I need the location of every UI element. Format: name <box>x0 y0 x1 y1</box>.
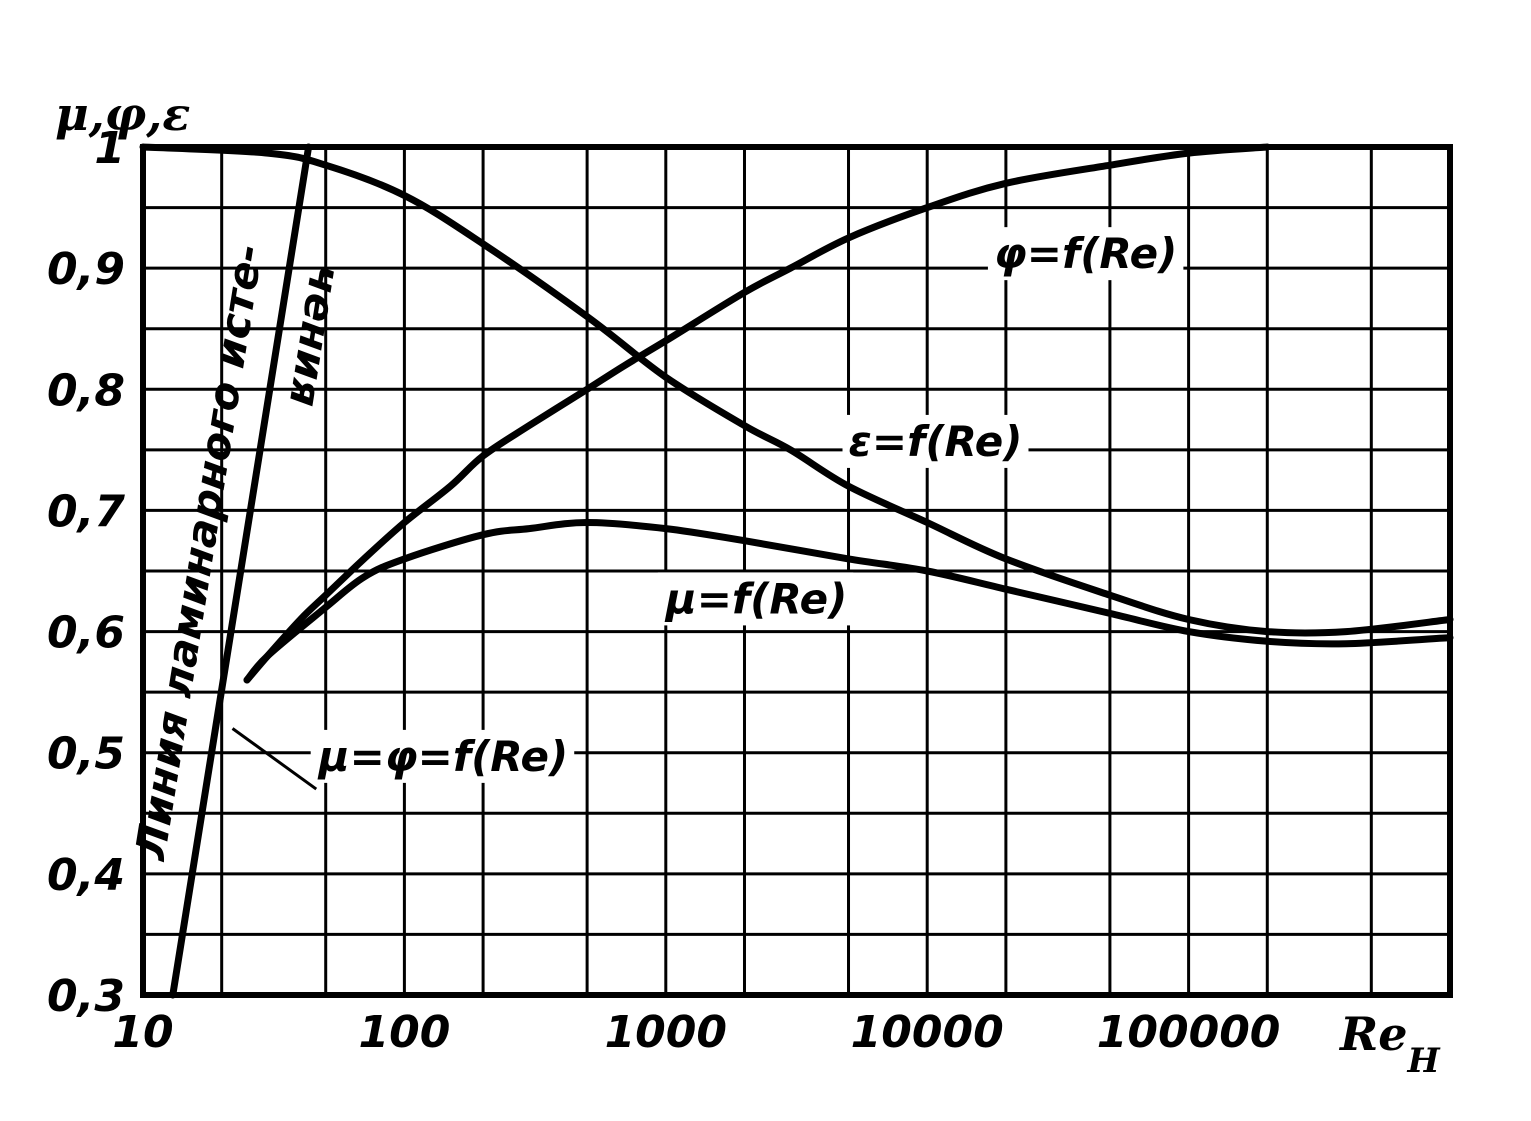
laminar-boundary-line <box>169 143 313 999</box>
x-tick-label: 1000 <box>605 1007 727 1058</box>
x-axis-title: ReH <box>1338 1007 1442 1081</box>
curve-annotation: φ=f(Re) <box>994 229 1177 278</box>
series-line <box>139 143 1454 637</box>
x-tick-label: 100 <box>358 1007 450 1058</box>
y-tick-label: 0,3 <box>47 971 125 1022</box>
x-axis-title-subscript: H <box>1407 1041 1442 1081</box>
curve-annotation: μ=f(Re) <box>664 574 848 623</box>
x-axis-title-main: Re <box>1338 1007 1408 1061</box>
y-axis-title: μ,φ,ε <box>55 87 190 141</box>
y-tick-label: 0,6 <box>47 608 125 659</box>
curve-annotation: ε=f(Re) <box>849 417 1023 466</box>
plot-frame <box>140 144 1453 998</box>
x-tick-label: 100000 <box>1097 1007 1281 1058</box>
annotation-leader-line <box>231 727 318 791</box>
curves <box>139 143 1454 999</box>
curve-annotation: μ=φ=f(Re) <box>317 732 569 781</box>
y-tick-label: 0,4 <box>47 850 125 901</box>
annotation-background <box>842 414 1029 468</box>
annotation-background <box>987 227 1184 281</box>
x-tick-label: 10 <box>112 1007 173 1058</box>
y-tick-label: 0,7 <box>47 486 125 537</box>
y-tick-label: 0,5 <box>47 729 125 780</box>
series-line <box>243 518 1454 684</box>
y-tick-label: 0,9 <box>47 244 125 295</box>
annotation-background <box>310 729 575 783</box>
annotation-background <box>657 572 854 626</box>
x-tick-label: 10000 <box>851 1007 1004 1058</box>
y-tick-label: 0,8 <box>47 365 125 416</box>
series-line <box>243 143 1271 684</box>
y-tick-label: 1 <box>94 123 125 174</box>
